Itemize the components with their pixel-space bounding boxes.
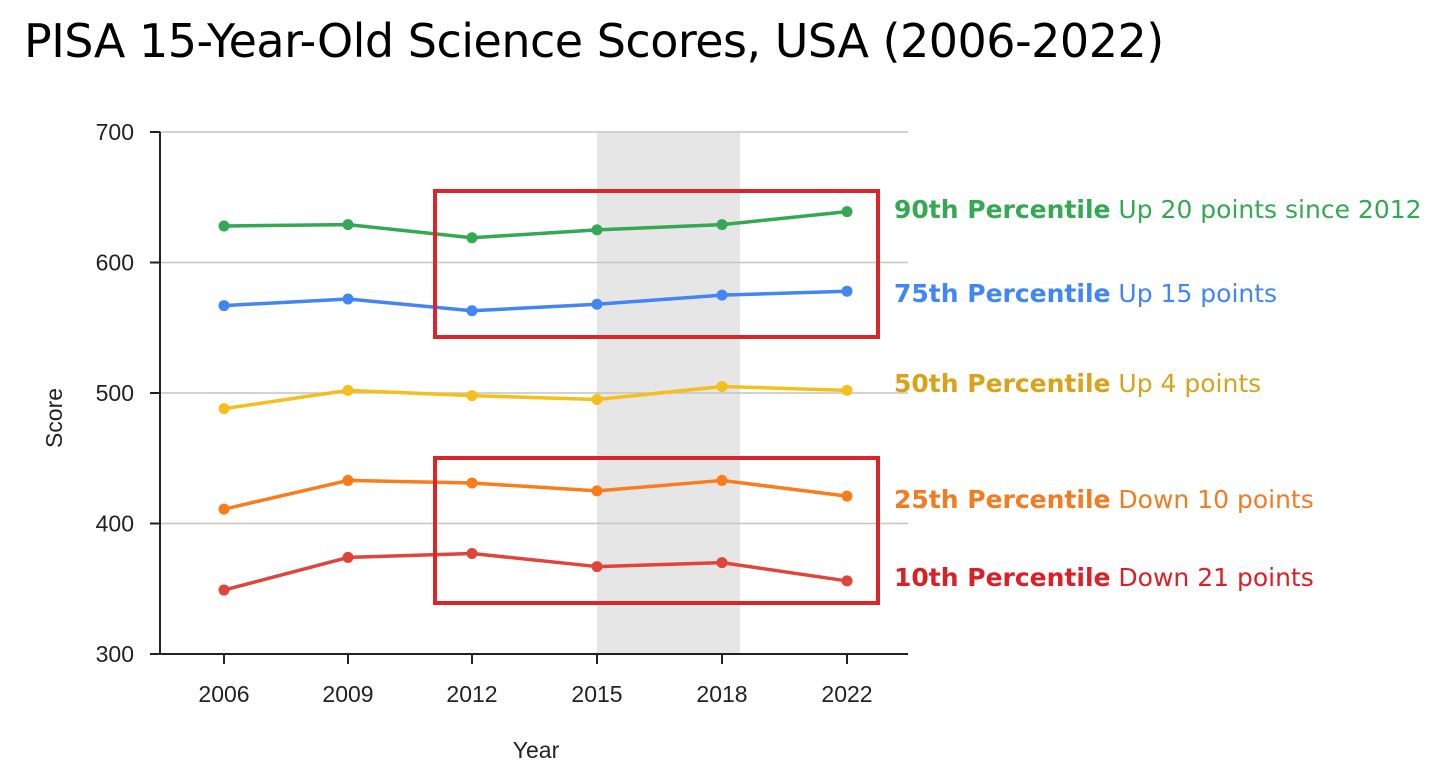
y-axis-title: Score xyxy=(41,388,67,448)
data-point-4-2012 xyxy=(466,548,478,560)
series-line-1 xyxy=(222,289,849,313)
data-point-0-2012 xyxy=(466,232,478,244)
data-point-0-2022 xyxy=(841,206,853,218)
data-point-3-2006 xyxy=(218,503,230,515)
y-tick-label-500: 500 xyxy=(96,380,134,406)
data-point-1-2006 xyxy=(218,300,230,312)
data-point-1-2012 xyxy=(466,305,478,317)
data-point-1-2009 xyxy=(342,293,354,305)
x-tick-label-2012: 2012 xyxy=(446,681,497,707)
series-line-0 xyxy=(222,209,849,240)
data-point-0-2015 xyxy=(591,224,603,236)
annotation-25th-label: 25th Percentile xyxy=(894,485,1111,514)
data-point-3-2015 xyxy=(591,485,603,497)
data-point-2-2009 xyxy=(342,384,354,396)
annotation-25th-note: Down 10 points xyxy=(1118,485,1314,514)
data-point-1-2015 xyxy=(591,298,603,310)
annotation-10th-label: 10th Percentile xyxy=(894,563,1111,592)
x-tick-label-2018: 2018 xyxy=(696,681,747,707)
series-line-4 xyxy=(222,551,849,592)
data-point-4-2006 xyxy=(218,584,230,596)
series-line-3 xyxy=(222,478,849,511)
data-point-2-2015 xyxy=(591,394,603,406)
data-point-3-2012 xyxy=(466,477,478,489)
highlight-box-lower xyxy=(433,456,880,605)
series-lines xyxy=(218,206,853,596)
annotation-90th-label: 90th Percentile xyxy=(894,195,1111,224)
gridlines xyxy=(160,131,908,525)
x-tick-label-2022: 2022 xyxy=(821,681,872,707)
annotation-10th-note: Down 21 points xyxy=(1118,563,1314,592)
x-tick-label-2015: 2015 xyxy=(571,681,622,707)
x-axis-title: Year xyxy=(513,737,560,763)
axes: 300 400 500 600 700 2006 2009 2012 2015 2018 2022 xyxy=(96,119,908,707)
annotation-90th: 90th Percentile Up 20 points since 2012 xyxy=(894,195,1422,224)
annotation-75th-note: Up 15 points xyxy=(1118,279,1278,308)
data-point-3-2009 xyxy=(342,474,354,486)
y-tick-label-300: 300 xyxy=(96,641,134,667)
x-tick-label-2009: 2009 xyxy=(322,681,373,707)
y-tick-label-700: 700 xyxy=(96,119,134,145)
y-tick-label-600: 600 xyxy=(96,250,134,276)
annotation-25th: 25th Percentile Down 10 points xyxy=(894,485,1314,514)
data-point-3-2018 xyxy=(716,474,728,486)
annotation-75th: 75th Percentile Up 15 points xyxy=(894,279,1277,308)
data-point-0-2018 xyxy=(716,219,728,231)
data-point-4-2022 xyxy=(841,575,853,587)
annotation-10th: 10th Percentile Down 21 points xyxy=(894,563,1314,592)
highlight-box-upper xyxy=(433,189,880,339)
chart-title: PISA 15-Year-Old Science Scores, USA (20… xyxy=(24,14,1164,68)
x-tick-label-2006: 2006 xyxy=(198,681,249,707)
annotation-50th-label: 50th Percentile xyxy=(894,369,1111,398)
data-point-4-2015 xyxy=(591,561,603,573)
series-line-2 xyxy=(222,384,849,411)
data-point-0-2006 xyxy=(218,220,230,232)
data-point-2-2012 xyxy=(466,390,478,402)
data-point-3-2022 xyxy=(841,490,853,502)
data-point-2-2022 xyxy=(841,384,853,396)
annotation-75th-label: 75th Percentile xyxy=(894,279,1111,308)
data-point-1-2022 xyxy=(841,285,853,297)
y-tick-label-400: 400 xyxy=(96,511,134,537)
data-point-0-2009 xyxy=(342,219,354,231)
annotation-90th-note: Up 20 points since 2012 xyxy=(1118,195,1422,224)
annotation-50th: 50th Percentile Up 4 points xyxy=(894,369,1261,398)
data-point-4-2018 xyxy=(716,557,728,569)
annotation-50th-note: Up 4 points xyxy=(1118,369,1262,398)
data-point-1-2018 xyxy=(716,289,728,301)
data-point-2-2006 xyxy=(218,403,230,415)
data-point-2-2018 xyxy=(716,380,728,392)
data-point-4-2009 xyxy=(342,551,354,563)
